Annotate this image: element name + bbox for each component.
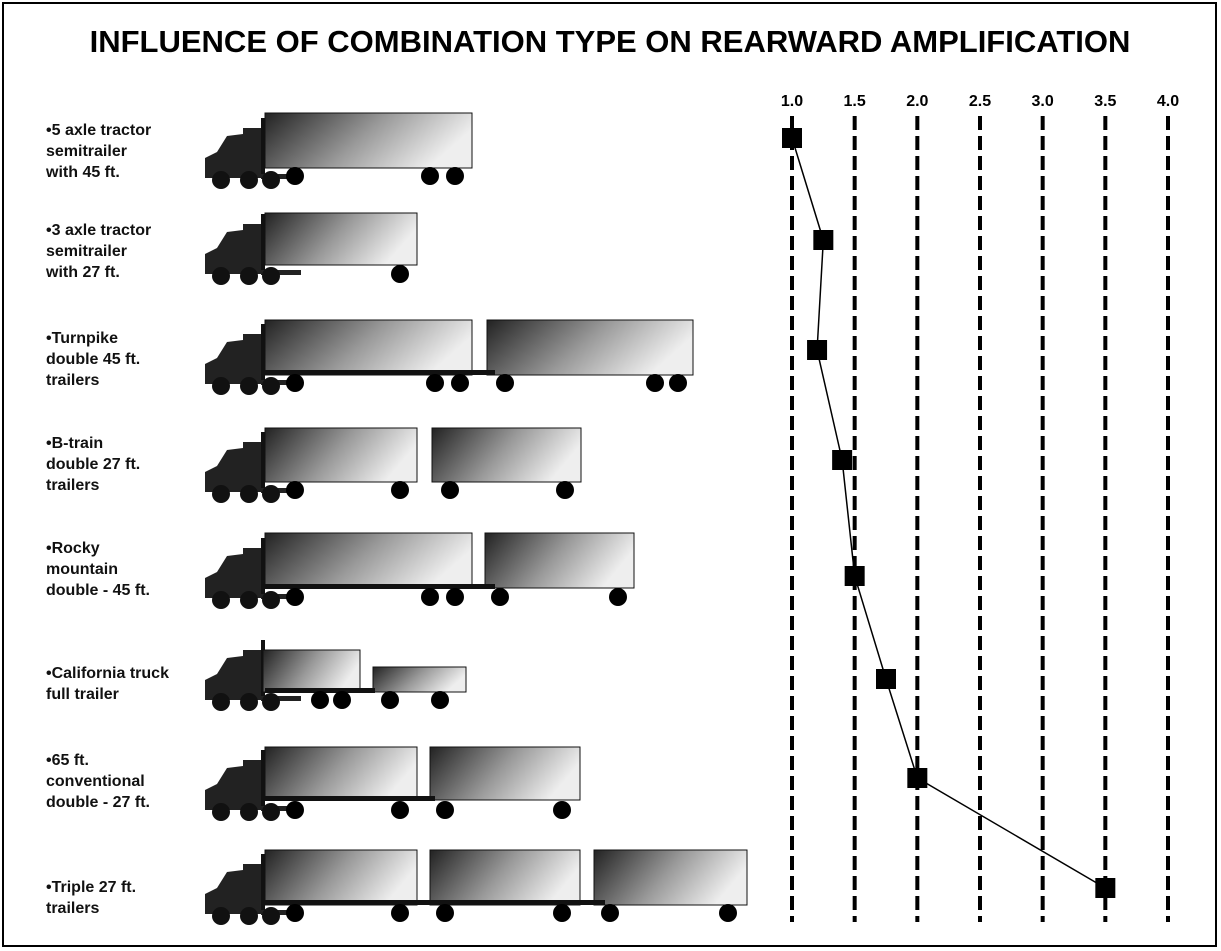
category-label: •B-train double 27 ft. trailers <box>46 433 140 496</box>
marker <box>876 669 896 689</box>
x-tick-label: 1.0 <box>781 93 803 110</box>
marker <box>807 340 827 360</box>
category-label: •California truck full trailer <box>46 663 169 705</box>
category-label: •Rocky mountain double - 45 ft. <box>46 538 150 601</box>
category-label: •Turnpike double 45 ft. trailers <box>46 328 140 391</box>
chart: INFLUENCE OF COMBINATION TYPE ON REARWAR… <box>0 0 1221 951</box>
page: INFLUENCE OF COMBINATION TYPE ON REARWAR… <box>0 0 1221 951</box>
category-label: •65 ft. conventional double - 27 ft. <box>46 750 150 813</box>
marker <box>1095 878 1115 898</box>
x-tick-label: 3.5 <box>1094 93 1116 110</box>
x-tick-label: 1.5 <box>844 93 866 110</box>
marker <box>907 768 927 788</box>
marker <box>813 230 833 250</box>
line <box>792 138 1105 888</box>
truck-illustrations <box>205 113 747 925</box>
category-label: •5 axle tractor semitrailer with 45 ft. <box>46 120 151 183</box>
x-tick-label: 3.0 <box>1032 93 1054 110</box>
category-label: •Triple 27 ft. trailers <box>46 877 136 919</box>
x-tick-label: 4.0 <box>1157 93 1179 110</box>
marker <box>845 566 865 586</box>
marker <box>832 450 852 470</box>
marker <box>782 128 802 148</box>
chart-title: INFLUENCE OF COMBINATION TYPE ON REARWAR… <box>90 24 1131 59</box>
x-tick-label: 2.0 <box>906 93 928 110</box>
x-tick-label: 2.5 <box>969 93 991 110</box>
category-label: •3 axle tractor semitrailer with 27 ft. <box>46 220 151 283</box>
